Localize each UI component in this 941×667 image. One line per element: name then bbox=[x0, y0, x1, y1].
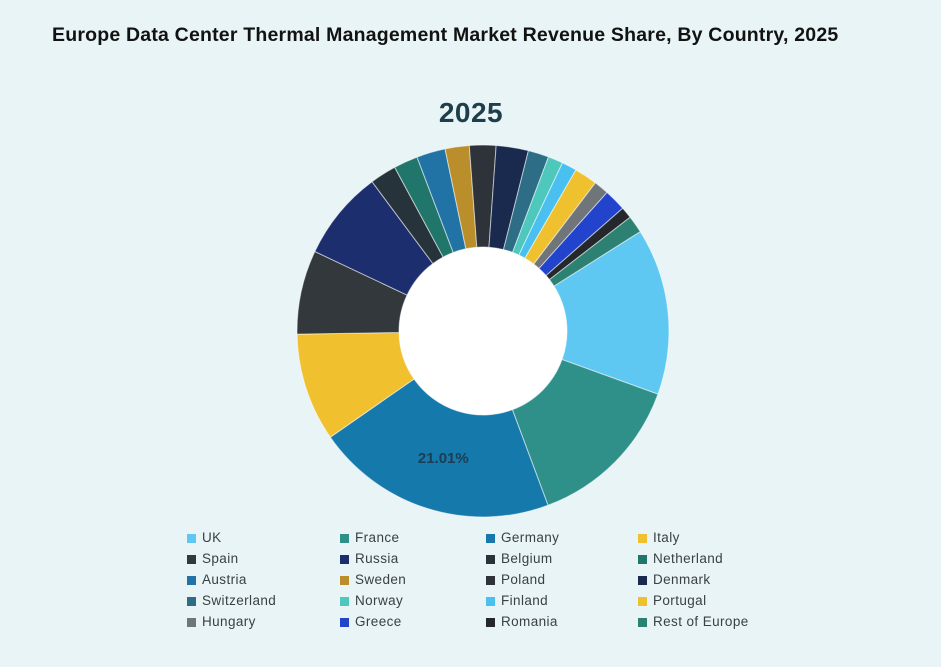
legend-item-denmark[interactable]: Denmark bbox=[638, 573, 818, 587]
legend-item-italy[interactable]: Italy bbox=[638, 531, 818, 545]
legend-item-greece[interactable]: Greece bbox=[340, 615, 486, 629]
legend-label: Spain bbox=[202, 551, 239, 566]
legend-label: Hungary bbox=[202, 614, 256, 629]
legend-label: France bbox=[355, 530, 400, 545]
legend-label: Italy bbox=[653, 530, 680, 545]
legend-item-finland[interactable]: Finland bbox=[486, 594, 638, 608]
legend-swatch-icon bbox=[340, 575, 349, 585]
legend-label: Netherland bbox=[653, 551, 724, 566]
chart-subtitle: 2025 bbox=[438, 97, 504, 128]
legend-swatch-icon bbox=[638, 617, 647, 627]
legend-swatch-icon bbox=[187, 554, 196, 564]
legend-label: Denmark bbox=[653, 572, 711, 587]
legend-item-romania[interactable]: Romania bbox=[486, 615, 638, 629]
legend-label: Russia bbox=[355, 551, 399, 566]
legend-item-hungary[interactable]: Hungary bbox=[187, 615, 340, 629]
legend-swatch-icon bbox=[187, 533, 196, 543]
legend-swatch-icon bbox=[340, 617, 349, 627]
pie-slice-rest-of-europe[interactable] bbox=[548, 216, 641, 287]
legend-label: Sweden bbox=[355, 572, 407, 587]
legend-swatch-icon bbox=[638, 533, 647, 543]
legend-item-norway[interactable]: Norway bbox=[340, 594, 486, 608]
legend-item-sweden[interactable]: Sweden bbox=[340, 573, 486, 587]
legend-item-rest-of-europe[interactable]: Rest of Europe bbox=[638, 615, 818, 629]
legend-label: Greece bbox=[355, 614, 402, 629]
pie-slice-france[interactable] bbox=[511, 358, 659, 506]
legend-swatch-icon bbox=[486, 617, 495, 627]
legend-swatch-icon bbox=[340, 596, 349, 606]
legend-swatch-icon bbox=[638, 596, 647, 606]
legend-swatch-icon bbox=[486, 554, 495, 564]
legend-swatch-icon bbox=[187, 596, 196, 606]
legend-swatch-icon bbox=[340, 533, 349, 543]
legend-item-austria[interactable]: Austria bbox=[187, 573, 340, 587]
slice-data-label: 21.01% bbox=[418, 450, 469, 467]
legend-label: Norway bbox=[355, 593, 404, 608]
legend-label: Switzerland bbox=[202, 593, 277, 608]
legend-swatch-icon bbox=[340, 554, 349, 564]
pie-slice-germany[interactable] bbox=[329, 378, 549, 518]
legend-item-portugal[interactable]: Portugal bbox=[638, 594, 818, 608]
legend-label: Rest of Europe bbox=[653, 614, 749, 629]
legend-item-spain[interactable]: Spain bbox=[187, 552, 340, 566]
legend-label: Belgium bbox=[501, 551, 553, 566]
legend-item-france[interactable]: France bbox=[340, 531, 486, 545]
legend-label: Poland bbox=[501, 572, 546, 587]
legend-label: Romania bbox=[501, 614, 558, 629]
legend-label: Portugal bbox=[653, 593, 707, 608]
legend-item-switzerland[interactable]: Switzerland bbox=[187, 594, 340, 608]
legend-swatch-icon bbox=[486, 575, 495, 585]
legend-item-netherland[interactable]: Netherland bbox=[638, 552, 818, 566]
legend-item-russia[interactable]: Russia bbox=[340, 552, 486, 566]
legend-item-poland[interactable]: Poland bbox=[486, 573, 638, 587]
legend-item-uk[interactable]: UK bbox=[187, 531, 340, 545]
chart-title: Europe Data Center Thermal Management Ma… bbox=[52, 24, 839, 46]
legend-item-belgium[interactable]: Belgium bbox=[486, 552, 638, 566]
legend-swatch-icon bbox=[486, 533, 495, 543]
legend-label: UK bbox=[202, 530, 222, 545]
legend-swatch-icon bbox=[187, 575, 196, 585]
legend-label: Finland bbox=[501, 593, 549, 608]
legend: UK France Germany Italy Spain Russia Belgium Ne… bbox=[187, 531, 818, 629]
donut-hole bbox=[397, 245, 569, 417]
legend-swatch-icon bbox=[638, 575, 647, 585]
legend-swatch-icon bbox=[638, 554, 647, 564]
legend-swatch-icon bbox=[486, 596, 495, 606]
legend-item-germany[interactable]: Germany bbox=[486, 531, 638, 545]
legend-swatch-icon bbox=[187, 617, 196, 627]
legend-label: Austria bbox=[202, 572, 247, 587]
legend-label: Germany bbox=[501, 530, 560, 545]
